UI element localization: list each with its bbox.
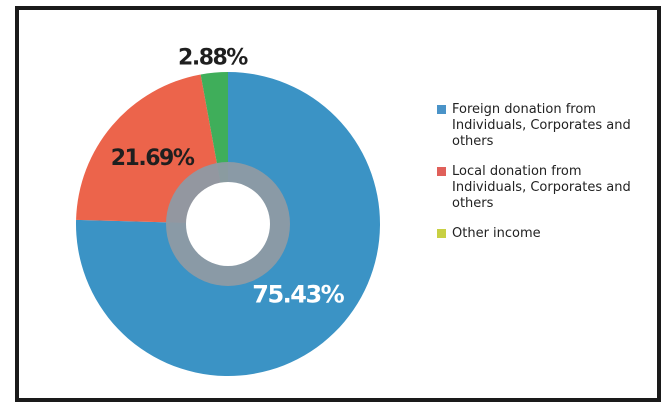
legend-label-other: Other income <box>452 226 541 241</box>
legend-label-foreign: Foreign donation from Individuals, Corpo… <box>452 102 631 149</box>
slice-label-foreign: 75.43% <box>252 281 344 309</box>
legend-item-local: Local donation from Individuals, Corpora… <box>437 164 637 212</box>
center-hole <box>186 182 270 266</box>
legend-item-other: Other income <box>437 226 637 242</box>
slice-label-other: 2.88% <box>178 46 248 71</box>
legend-label-local: Local donation from Individuals, Corpora… <box>452 164 631 211</box>
legend-swatch-foreign <box>437 105 446 114</box>
legend-swatch-other <box>437 229 446 238</box>
chart-legend: Foreign donation from Individuals, Corpo… <box>437 102 637 256</box>
slice-label-local: 21.69% <box>111 146 195 171</box>
legend-item-foreign: Foreign donation from Individuals, Corpo… <box>437 102 637 150</box>
legend-swatch-local <box>437 167 446 176</box>
